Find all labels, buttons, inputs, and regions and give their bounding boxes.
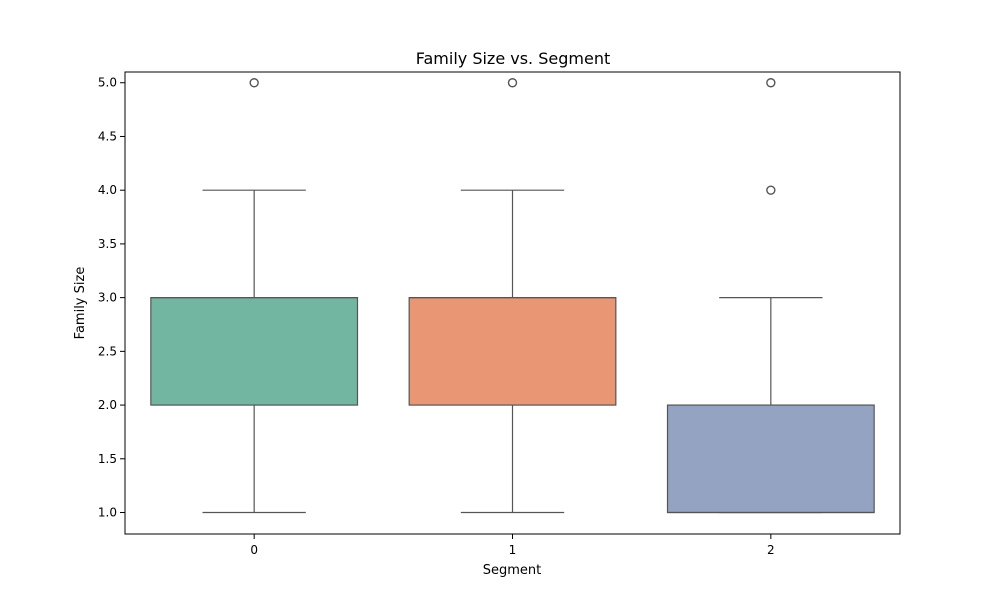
y-tick-label: 2.5 bbox=[98, 344, 117, 358]
y-axis-label: Family Size bbox=[73, 267, 88, 340]
y-tick-label: 3.0 bbox=[98, 291, 117, 305]
y-tick-label: 4.0 bbox=[98, 183, 117, 197]
box-segment-1 bbox=[408, 78, 617, 514]
x-axis-label: Segment bbox=[483, 563, 542, 578]
box-segment-0 bbox=[150, 78, 359, 514]
outlier-point bbox=[249, 78, 259, 88]
iqr-box bbox=[408, 297, 617, 406]
box-segment-2 bbox=[666, 78, 875, 514]
x-tick-label: 0 bbox=[250, 543, 258, 557]
x-tick-label: 2 bbox=[767, 543, 775, 557]
y-axis: 1.0 1.5 2.0 2.5 3.0 3.5 4.0 4.5 5.0 bbox=[98, 76, 125, 520]
y-tick-label: 1.0 bbox=[98, 506, 117, 520]
outlier-point bbox=[766, 185, 776, 195]
x-tick-label: 1 bbox=[509, 543, 517, 557]
y-tick-label: 5.0 bbox=[98, 76, 117, 90]
y-tick-label: 4.5 bbox=[98, 129, 117, 143]
outlier-point bbox=[507, 78, 518, 88]
y-tick-label: 2.0 bbox=[98, 398, 117, 412]
chart-title: Family Size vs. Segment bbox=[416, 49, 610, 68]
outlier-point bbox=[766, 78, 776, 88]
y-tick-label: 1.5 bbox=[98, 452, 117, 466]
boxes-group bbox=[150, 78, 875, 514]
y-tick-label: 3.5 bbox=[98, 237, 117, 251]
iqr-box bbox=[666, 404, 875, 514]
iqr-box bbox=[150, 297, 359, 406]
x-axis: 0 1 2 bbox=[250, 534, 775, 557]
